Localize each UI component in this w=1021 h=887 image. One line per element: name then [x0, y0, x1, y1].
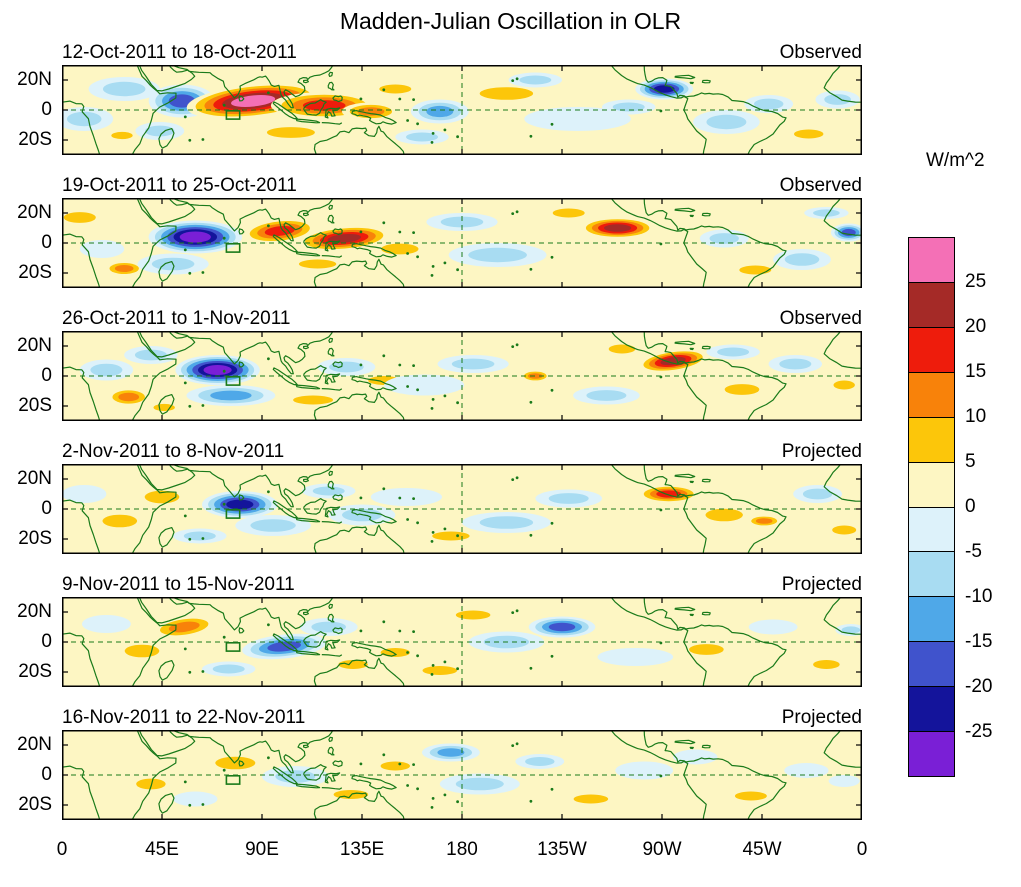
panel-date-range: 19-Oct-2011 to 25-Oct-2011 [62, 175, 297, 196]
colorbar-cell [909, 686, 954, 732]
y-axis-label: 20S [18, 262, 52, 283]
map-panel-6 [62, 730, 862, 820]
colorbar-cell [909, 731, 954, 777]
x-axis-label: 180 [446, 839, 478, 860]
x-axis-label: 0 [56, 839, 68, 860]
y-axis-label: 20S [18, 528, 52, 549]
panel-map-area: 20N 0 20S [0, 198, 1021, 288]
y-axis-label: 20N [17, 468, 52, 489]
colorbar-tick-label: -20 [965, 676, 993, 697]
colorbar-tick-label: -10 [965, 586, 993, 607]
panel-status-label: Observed [779, 42, 862, 63]
map-panel-2 [62, 198, 862, 288]
colorbar-cell [909, 551, 954, 597]
panel-date-range: 26-Oct-2011 to 1-Nov-2011 [62, 308, 291, 329]
panel-1: 12-Oct-2011 to 18-Oct-2011 Observed 20N 0 20… [0, 38, 1021, 155]
colorbar-cell [909, 506, 954, 552]
x-axis-label: 45W [742, 839, 782, 860]
colorbar-cell [909, 281, 954, 327]
panel-status-label: Projected [781, 707, 862, 728]
panel-status-label: Observed [779, 308, 862, 329]
y-axis-label: 0 [41, 631, 52, 652]
map-panel-3 [62, 331, 862, 421]
colorbar-cell [909, 461, 954, 507]
panel-map-area: 20N 0 20S [0, 597, 1021, 687]
colorbar [908, 237, 955, 777]
panel-2: 19-Oct-2011 to 25-Oct-2011 Observed 20N 0 20… [0, 171, 1021, 288]
y-axis-label: 20N [17, 69, 52, 90]
y-axis-label: 20N [17, 202, 52, 223]
map-panel-5 [62, 597, 862, 687]
colorbar-tick-label: -25 [965, 721, 993, 742]
panel-status-label: Observed [779, 175, 862, 196]
colorbar-tick-label: 20 [965, 316, 987, 337]
x-axis-label: 135E [339, 839, 385, 860]
panel-date-range: 12-Oct-2011 to 18-Oct-2011 [62, 42, 297, 63]
panel-4: 2-Nov-2011 to 8-Nov-2011 Projected 20N 0 20S [0, 437, 1021, 554]
panel-map-area: 20N 0 20S [0, 464, 1021, 554]
figure-title: Madden-Julian Oscillation in OLR [339, 8, 682, 34]
colorbar-cell [909, 596, 954, 642]
panel-header: 12-Oct-2011 to 18-Oct-2011 Observed [62, 38, 862, 65]
panel-map-area: 20N 0 20S [0, 65, 1021, 155]
colorbar-cell [909, 416, 954, 462]
panel-date-range: 2-Nov-2011 to 8-Nov-2011 [62, 441, 285, 462]
panel-header: 16-Nov-2011 to 22-Nov-2011 Projected [62, 703, 862, 730]
colorbar-tick-label: 15 [965, 361, 987, 382]
map-panel-1 [62, 65, 862, 155]
panel-status-label: Projected [781, 574, 862, 595]
x-axis-labels: 0 45E 90E 135E 180 135W 90W 45W 0 [57, 836, 868, 862]
colorbar-tick-label: 25 [965, 271, 987, 292]
y-axis-label: 0 [41, 764, 52, 785]
panel-5: 9-Nov-2011 to 15-Nov-2011 Projected 20N 0 20… [0, 570, 1021, 687]
x-axis-label: 90W [642, 839, 682, 860]
y-axis-label: 20N [17, 601, 52, 622]
panel-map-area: 20N 0 20S [0, 730, 1021, 820]
colorbar-labels: 25 20 15 10 5 0 -5 -10 -15 -20 -25 [965, 237, 1021, 777]
colorbar-tick-label: -15 [965, 631, 993, 652]
colorbar-tick-label: 10 [965, 406, 987, 427]
x-axis-label: 0 [856, 839, 868, 860]
panel-6: 16-Nov-2011 to 22-Nov-2011 Projected 20N 0 2… [0, 703, 1021, 820]
y-axis-label: 20S [18, 129, 52, 150]
map-panel-4 [62, 464, 862, 554]
y-axis-label: 0 [41, 365, 52, 386]
panel-map-area: 20N 0 20S [0, 331, 1021, 421]
colorbar-tick-label: -5 [965, 541, 982, 562]
panel-header: 9-Nov-2011 to 15-Nov-2011 Projected [62, 570, 862, 597]
colorbar-tick-label: 5 [965, 451, 976, 472]
x-axis-label: 90E [245, 839, 279, 860]
y-axis-label: 20S [18, 395, 52, 416]
y-axis-label: 20S [18, 661, 52, 682]
y-axis-label: 0 [41, 232, 52, 253]
y-axis-label: 20N [17, 734, 52, 755]
panels: 12-Oct-2011 to 18-Oct-2011 Observed 20N 0 20… [0, 38, 1021, 820]
panel-header: 26-Oct-2011 to 1-Nov-2011 Observed [62, 304, 862, 331]
colorbar-tick-label: 0 [965, 496, 976, 517]
y-axis-label: 20N [17, 335, 52, 356]
y-axis-label: 0 [41, 498, 52, 519]
colorbar-wrap: 25 20 15 10 5 0 -5 -10 -15 -20 -25 [908, 237, 992, 777]
panel-status-label: Projected [781, 441, 862, 462]
panel-date-range: 9-Nov-2011 to 15-Nov-2011 [62, 574, 295, 595]
panel-header: 2-Nov-2011 to 8-Nov-2011 Projected [62, 437, 862, 464]
y-axis-label: 0 [41, 99, 52, 120]
panel-date-range: 16-Nov-2011 to 22-Nov-2011 [62, 707, 306, 728]
colorbar-units-label: W/m^2 [926, 150, 985, 171]
colorbar-cell [909, 371, 954, 417]
colorbar-cell [909, 641, 954, 687]
colorbar-cell [909, 238, 954, 282]
panel-header: 19-Oct-2011 to 25-Oct-2011 Observed [62, 171, 862, 198]
panel-3: 26-Oct-2011 to 1-Nov-2011 Observed 20N 0 20S [0, 304, 1021, 421]
y-axis-label: 20S [18, 794, 52, 815]
x-axis-label: 135W [537, 839, 587, 860]
colorbar-cell [909, 326, 954, 372]
x-axis-label: 45E [145, 839, 179, 860]
